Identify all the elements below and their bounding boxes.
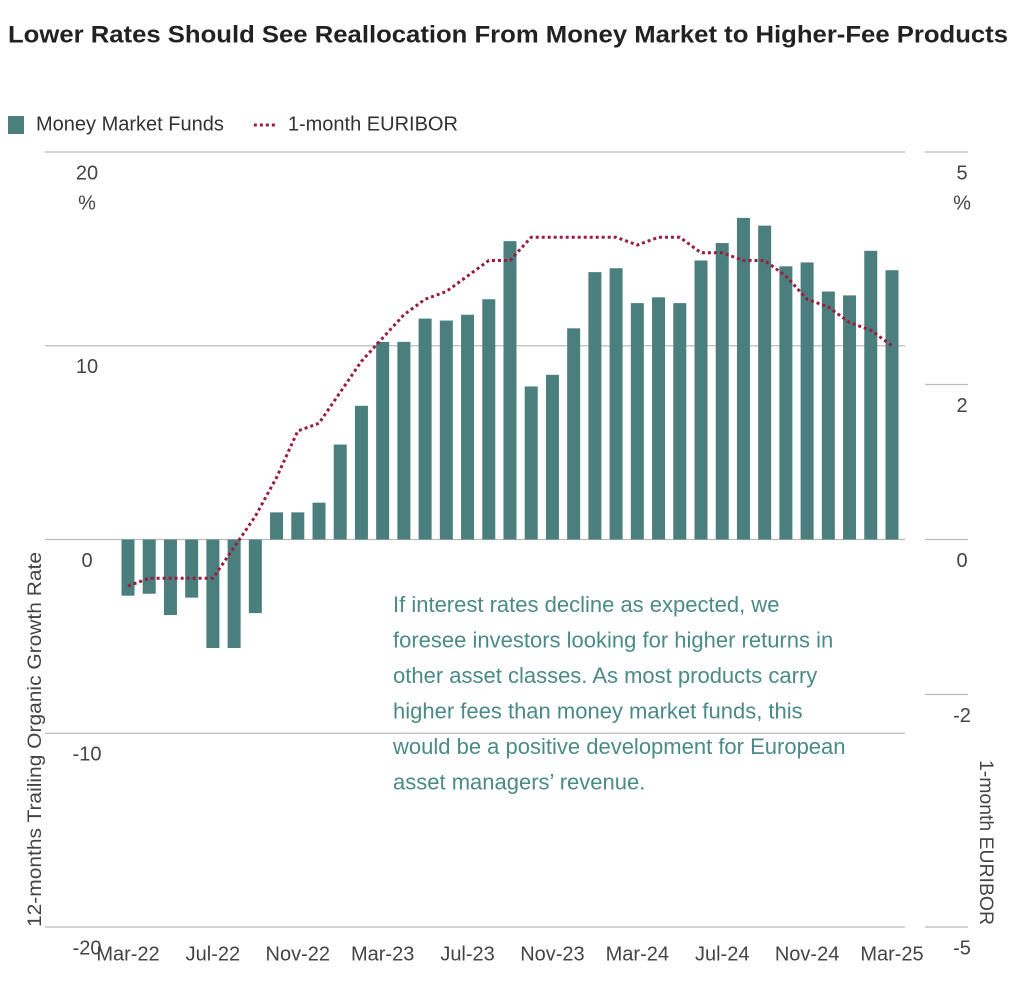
bar [736,217,750,540]
x-tick-label: Mar-23 [351,943,414,965]
bar [864,250,878,540]
bar [376,341,390,540]
bar [630,303,644,540]
bar [524,386,538,540]
annotation: would be a positive development for Euro… [392,734,846,759]
bar [715,243,729,540]
y2-tick-label: -2 [953,705,971,727]
y-tick-label: 10 [76,356,98,378]
legend-label: Money Market Funds [36,113,224,135]
x-tick-label: Nov-23 [520,943,584,965]
y2-unit: % [953,192,971,214]
legend-swatch [8,116,24,134]
x-tick-label: Jul-23 [440,943,494,965]
y-tick-label: 0 [81,550,92,572]
x-tick-label: Jul-22 [186,943,240,965]
annotation: If interest rates decline as expected, w… [393,592,779,617]
y2-tick-label: 5 [956,162,967,184]
bar [652,297,666,540]
bar [609,268,623,540]
bar [227,539,241,648]
bar [121,539,135,596]
annotation: asset managers’ revenue. [393,769,645,794]
bar [206,539,220,648]
x-tick-label: Mar-22 [96,943,159,965]
bar [821,291,835,540]
bar [333,444,347,540]
line [127,235,893,588]
bar [843,295,857,540]
bar [185,539,199,598]
annotation: higher fees than money market funds, thi… [393,698,803,723]
bar [248,539,262,614]
bar [142,539,156,594]
x-tick-label: Nov-24 [775,943,839,965]
bar [800,262,814,540]
annotation: foresee investors looking for higher ret… [393,627,833,652]
bar [482,299,496,540]
bar [270,512,284,540]
y-unit: % [78,192,96,214]
legend-label: 1-month EURIBOR [288,113,458,135]
y2-tick-label: 0 [956,550,967,572]
bar [588,272,602,540]
y-tick-label: 20 [76,162,98,184]
y2-axis-label: 1-month EURIBOR [975,760,996,925]
chart-title: Lower Rates Should See Reallocation From… [8,21,1008,48]
bar [758,225,772,540]
bar [567,328,581,540]
bar [291,512,305,540]
y-tick-label: -20 [73,937,102,959]
bar [779,266,793,540]
bar [439,320,453,540]
bar [312,502,326,540]
bar [545,374,559,540]
x-tick-label: Mar-25 [860,943,923,965]
y-axis-label: 12-months Trailing Organic Growth Rate [25,552,46,927]
bar [397,341,411,540]
bar [354,405,368,540]
x-tick-label: Jul-24 [695,943,749,965]
x-tick-label: Mar-24 [606,943,669,965]
bar [461,314,475,540]
bar [694,260,708,540]
y2-tick-label: -5 [953,937,971,959]
annotation: other asset classes. As most products ca… [393,663,817,688]
x-tick-label: Nov-22 [266,943,330,965]
bar [503,241,517,540]
bar [885,270,899,540]
y2-tick-label: 2 [956,395,967,417]
bar [673,303,687,540]
bar [418,318,432,540]
y-tick-label: -10 [73,744,102,766]
